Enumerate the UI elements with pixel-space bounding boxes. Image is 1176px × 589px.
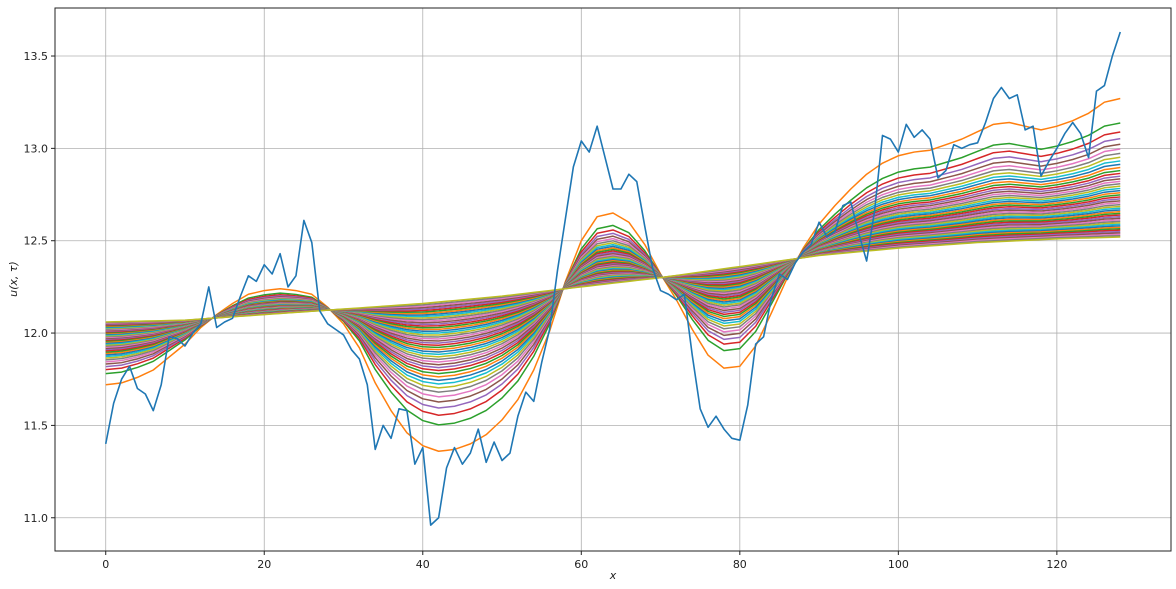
y-tick-label: 12.0 [24, 327, 49, 340]
y-tick-label: 11.5 [24, 419, 49, 432]
ticks: 0 20 40 60 80 100 120 11.0 11.5 12.0 12.5 13.0 13.5 [24, 50, 1068, 571]
x-tick-label: 120 [1046, 558, 1067, 571]
smoothed-series-line [105, 97, 1121, 453]
y-tick-label: 13.0 [24, 142, 49, 155]
smoothed-series-line [105, 137, 1121, 409]
smoothed-series-line [105, 148, 1121, 398]
y-tick-label: 11.0 [24, 512, 49, 525]
x-tick-label: 0 [102, 558, 109, 571]
x-tick-label: 80 [733, 558, 747, 571]
x-tick-label: 40 [416, 558, 430, 571]
x-axis-label: x [609, 569, 617, 582]
x-tick-label: 60 [574, 558, 588, 571]
plot-frame [54, 7, 1172, 552]
y-tick-label: 12.5 [24, 235, 49, 248]
smoothed-series-line [105, 131, 1121, 416]
smoothed-series-line [105, 143, 1121, 403]
noisy-series-line [104, 31, 1122, 526]
series-group [104, 31, 1122, 526]
x-tick-label: 100 [888, 558, 909, 571]
smoothed-series-line [105, 236, 1121, 323]
y-axis-label: u(x, τ) [7, 261, 20, 297]
y-tick-label: 13.5 [24, 50, 49, 63]
x-tick-label: 20 [257, 558, 271, 571]
smoothed-series-line [105, 122, 1121, 426]
